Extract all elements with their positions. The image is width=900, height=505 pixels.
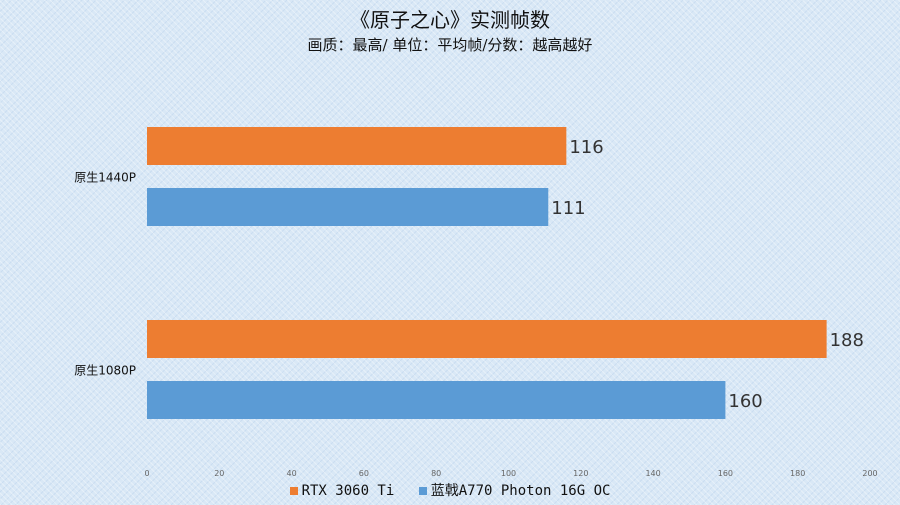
bar-rtx-3060-ti-1440p (147, 127, 567, 165)
x-tick-label: 20 (214, 469, 224, 478)
x-tick-label: 120 (573, 469, 588, 478)
x-tick-label: 140 (645, 469, 660, 478)
legend: RTX 3060 Ti 蓝戟A770 Photon 16G OC (0, 480, 900, 500)
legend-label-a770: 蓝戟A770 Photon 16G OC (430, 483, 611, 499)
data-label: 116 (569, 137, 603, 158)
legend-item-a770: 蓝戟A770 Photon 16G OC (418, 480, 611, 500)
data-label: 160 (728, 391, 762, 412)
x-tick-label: 200 (862, 469, 877, 478)
category-label: 原生1440P (74, 171, 136, 185)
chart-title: 《原子之心》实测帧数 (350, 8, 550, 32)
data-label: 111 (551, 198, 585, 219)
x-tick-label: 0 (144, 469, 149, 478)
x-tick-label: 180 (790, 469, 805, 478)
data-label: 188 (830, 330, 864, 351)
chart-subtitle: 画质：最高/ 单位：平均帧/分数：越高越好 (307, 36, 593, 54)
legend-swatch-a770 (418, 487, 427, 495)
bar-a770-1080p (147, 381, 726, 419)
x-tick-label: 40 (287, 469, 297, 478)
legend-swatch-rtx-3060-ti (289, 487, 298, 495)
category-label: 原生1080P (74, 364, 136, 378)
x-tick-label: 80 (431, 469, 441, 478)
x-tick-label: 60 (359, 469, 369, 478)
legend-item-rtx-3060-ti: RTX 3060 Ti (289, 483, 395, 499)
x-tick-label: 100 (501, 469, 516, 478)
bar-a770-1440p (147, 188, 549, 226)
x-tick-label: 160 (718, 469, 733, 478)
bar-rtx-3060-ti-1080p (147, 320, 827, 358)
legend-label-rtx-3060-ti: RTX 3060 Ti (301, 483, 395, 499)
